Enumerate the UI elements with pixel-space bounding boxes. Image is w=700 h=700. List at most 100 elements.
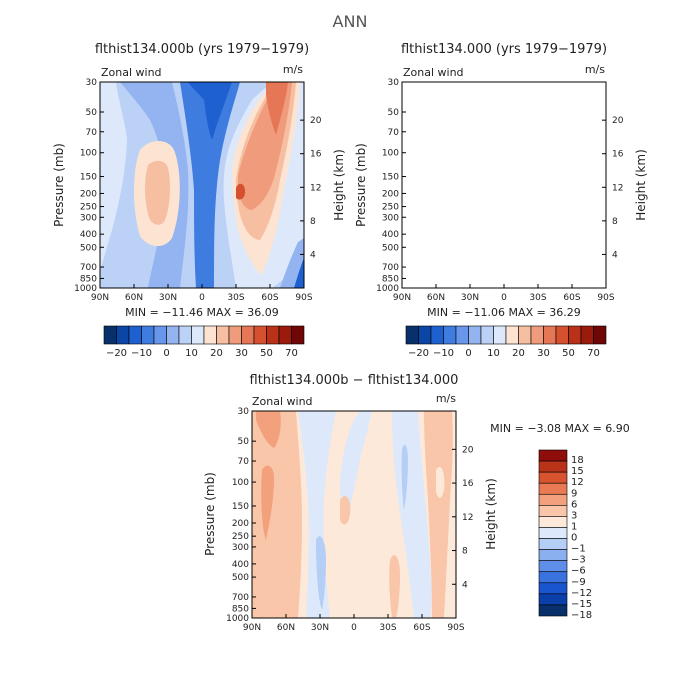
colorbar-swatch bbox=[153, 325, 167, 345]
colorbar-swatch bbox=[241, 325, 255, 345]
y-tick-label: 700 bbox=[232, 593, 249, 603]
colorbar-swatch bbox=[538, 538, 568, 550]
panel-title: flthist134.000b − flthist134.000 bbox=[250, 373, 459, 388]
colorbar-swatch bbox=[538, 527, 568, 539]
height-tick-label: 20 bbox=[310, 116, 322, 126]
y-axis-label: Pressure (mb) bbox=[354, 143, 368, 227]
contour-sh-pos2 bbox=[436, 466, 445, 498]
y-tick-label: 400 bbox=[382, 230, 399, 240]
colorbar-label: −18 bbox=[571, 610, 592, 621]
contour-nh-light bbox=[100, 82, 127, 270]
contour-center-pos bbox=[340, 495, 351, 525]
colorbar-swatch bbox=[166, 325, 180, 345]
colorbar-label: −15 bbox=[571, 599, 592, 610]
height-tick-label: 20 bbox=[612, 116, 624, 126]
colorbar-swatch bbox=[253, 325, 267, 345]
contour-sh-sfc-dark bbox=[598, 262, 606, 288]
colorbar-swatch bbox=[538, 516, 568, 528]
colorbar-swatch bbox=[103, 325, 117, 345]
plot-frame bbox=[401, 81, 607, 289]
colorbar-label: 70 bbox=[587, 348, 600, 359]
y-tick-label: 300 bbox=[382, 213, 399, 223]
height-tick-label: 16 bbox=[462, 479, 474, 489]
contour-sh-pos1 bbox=[534, 82, 602, 275]
colorbar-label: 70 bbox=[285, 348, 298, 359]
colorbar-swatch bbox=[191, 325, 205, 345]
x-tick-label: 90N bbox=[243, 623, 261, 633]
y-tick-label: 500 bbox=[232, 573, 249, 583]
colorbar-swatch bbox=[538, 493, 568, 506]
colorbar-swatch bbox=[555, 325, 569, 345]
contour-sh-jetcore bbox=[538, 184, 547, 200]
contour-trop-dark bbox=[180, 82, 240, 288]
colorbar-label: 10 bbox=[487, 348, 500, 359]
y-tick-label: 400 bbox=[80, 230, 97, 240]
contour-nh-mid bbox=[422, 82, 490, 288]
x-tick-label: 30S bbox=[379, 623, 396, 633]
y-tick-label: 700 bbox=[382, 263, 399, 273]
x-tick-label: 90S bbox=[295, 293, 312, 303]
height-axis-label: Height (km) bbox=[332, 149, 346, 220]
contour-sh-pos bbox=[424, 411, 453, 618]
colorbar-label: −20 bbox=[106, 348, 127, 359]
colorbar-swatch bbox=[593, 325, 607, 345]
y-tick-label: 850 bbox=[232, 604, 249, 614]
contour-sh-sfc-neg bbox=[582, 238, 606, 288]
colorbar-swatch bbox=[538, 482, 568, 495]
colorbar-swatch bbox=[538, 604, 568, 617]
contour-trop-darker bbox=[490, 82, 534, 140]
contour-sh-pos4 bbox=[266, 82, 288, 135]
colorbar: −20 −10 0 10 20 30 50 70 bbox=[405, 325, 607, 359]
x-tick-label: 60S bbox=[413, 623, 430, 633]
colorbar-label: 20 bbox=[210, 348, 223, 359]
contour-sh-pos4 bbox=[568, 82, 590, 135]
contour-sh-jetcore2 bbox=[564, 184, 570, 194]
colorbar-swatch bbox=[430, 325, 444, 345]
y-tick-label: 100 bbox=[80, 149, 97, 159]
x-tick-label: 30S bbox=[529, 293, 546, 303]
y-tick-label: 200 bbox=[80, 189, 97, 199]
x-tick-label: 0 bbox=[199, 293, 205, 303]
contour-nh-pos2 bbox=[447, 161, 472, 225]
colorbar-swatch bbox=[538, 471, 568, 484]
colorbar-swatch bbox=[203, 325, 217, 345]
variable-label: Zonal wind bbox=[101, 66, 162, 79]
colorbar-label: 10 bbox=[185, 348, 198, 359]
y-tick-label: 30 bbox=[86, 78, 98, 88]
y-tick-label: 50 bbox=[238, 437, 250, 447]
colorbar-label: 12 bbox=[571, 477, 584, 488]
panel-title: flthist134.000 (yrs 1979−1979) bbox=[401, 42, 607, 57]
contour-nh-pos bbox=[252, 411, 302, 618]
contour-sh-light bbox=[526, 82, 606, 288]
x-tick-label: 90S bbox=[597, 293, 614, 303]
contour-trop-neg bbox=[298, 411, 336, 618]
y-tick-label: 500 bbox=[382, 243, 399, 253]
height-tick-label: 4 bbox=[462, 580, 468, 590]
y-tick-label: 70 bbox=[388, 128, 400, 138]
y-tick-label: 100 bbox=[232, 478, 249, 488]
colorbar-swatch bbox=[278, 325, 292, 345]
colorbar-label: −1 bbox=[571, 544, 586, 555]
y-tick-label: 100 bbox=[382, 149, 399, 159]
units-label: m/s bbox=[283, 63, 303, 76]
colorbar-label: 3 bbox=[571, 510, 577, 521]
figure-title: ANN bbox=[333, 12, 368, 31]
x-tick-label: 60S bbox=[563, 293, 580, 303]
colorbar-label: −20 bbox=[408, 348, 429, 359]
height-tick-label: 20 bbox=[462, 445, 474, 455]
colorbar-swatch bbox=[443, 325, 457, 345]
y-tick-label: 250 bbox=[80, 203, 97, 213]
colorbar-swatch bbox=[141, 325, 155, 345]
x-tick-label: 30N bbox=[461, 293, 479, 303]
contour-nh-pos3 bbox=[261, 465, 274, 540]
min-max-stats: MIN = −3.08 MAX = 6.90 bbox=[490, 422, 630, 435]
height-axis: 20 16 12 8 4 bbox=[452, 445, 474, 590]
colorbar-swatch bbox=[116, 325, 130, 345]
variable-label: Zonal wind bbox=[403, 66, 464, 79]
contour-field bbox=[252, 411, 456, 618]
x-tick-label: 90N bbox=[393, 293, 411, 303]
x-tick-label: 30N bbox=[311, 623, 329, 633]
colorbar-label: 0 bbox=[163, 348, 169, 359]
